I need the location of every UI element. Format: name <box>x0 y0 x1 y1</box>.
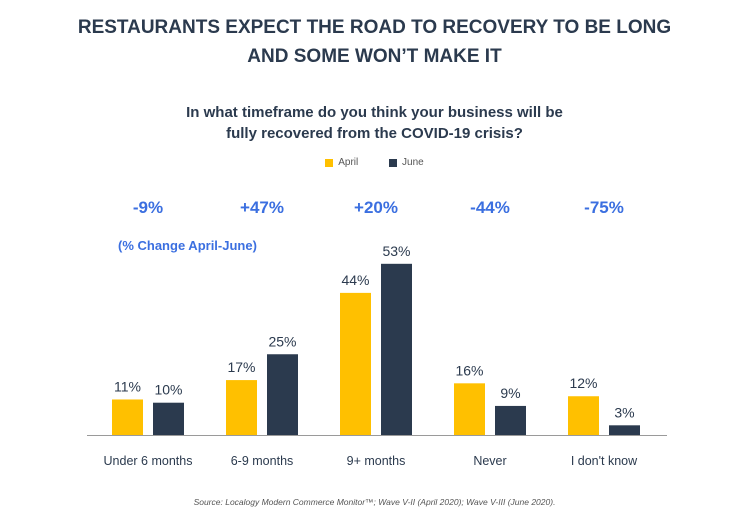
category-label-never: Never <box>473 454 506 468</box>
data-label-april-never: 16% <box>455 362 483 378</box>
legend-label-june: June <box>402 157 424 168</box>
category-label-i-don-t-know: I don't know <box>571 454 638 468</box>
legend-item-june: June <box>389 157 424 168</box>
data-label-june-9-months: 53% <box>382 243 410 259</box>
change-label-under-6-months: -9% <box>132 198 164 217</box>
legend-swatch-april <box>325 158 334 167</box>
legend-label-april: April <box>338 157 359 168</box>
bar-april-i-don-t-know <box>568 396 599 435</box>
data-label-april-9-months: 44% <box>341 272 369 288</box>
change-label-never: -44% <box>470 198 510 217</box>
source-note: Source: Localogy Modern Commerce Monitor… <box>193 497 556 507</box>
legend-item-april: April <box>325 157 358 168</box>
change-label-dont-know: -75% <box>584 198 624 217</box>
data-label-april-i-don-t-know: 12% <box>569 375 597 391</box>
category-label-under-6-months: Under 6 months <box>104 454 193 468</box>
bar-april-never <box>454 383 485 435</box>
chart-title-line-2: AND SOME WON’T MAKE IT <box>247 46 502 67</box>
change-note: (% Change April-June) <box>118 238 257 253</box>
chart-subtitle: In what timeframe do you think your busi… <box>0 102 749 144</box>
bar-april-9-months <box>340 292 371 435</box>
bar-june-under-6-months <box>153 402 184 435</box>
legend: April June <box>0 157 749 168</box>
category-label-6-9-months: 6-9 months <box>231 454 294 468</box>
chart-subtitle-line-2: fully recovered from the COVID-19 crisis… <box>226 125 523 142</box>
legend-swatch-june <box>389 158 398 167</box>
data-label-june-never: 9% <box>500 385 520 401</box>
data-label-june-i-don-t-know: 3% <box>614 404 634 420</box>
data-label-june-under-6-months: 10% <box>154 382 182 398</box>
category-label-9-months: 9+ months <box>347 454 406 468</box>
bar-june-6-9-months <box>267 354 298 435</box>
bar-june-i-don-t-know <box>609 425 640 435</box>
data-label-april-under-6-months: 11% <box>114 378 141 394</box>
chart-subtitle-line-1: In what timeframe do you think your busi… <box>186 104 563 121</box>
change-label-9-plus-months: +20% <box>354 198 398 217</box>
bar-april-under-6-months <box>112 399 143 435</box>
data-label-june-6-9-months: 25% <box>268 333 296 349</box>
change-label-6-9-months: +47% <box>240 198 284 217</box>
data-label-april-6-9-months: 17% <box>227 359 255 375</box>
bar-april-6-9-months <box>226 380 257 435</box>
bar-june-never <box>495 405 526 435</box>
bar-june-9-months <box>381 263 412 435</box>
chart-title-line-1: RESTAURANTS EXPECT THE ROAD TO RECOVERY … <box>77 17 672 38</box>
chart-title: RESTAURANTS EXPECT THE ROAD TO RECOVERY … <box>0 13 749 71</box>
